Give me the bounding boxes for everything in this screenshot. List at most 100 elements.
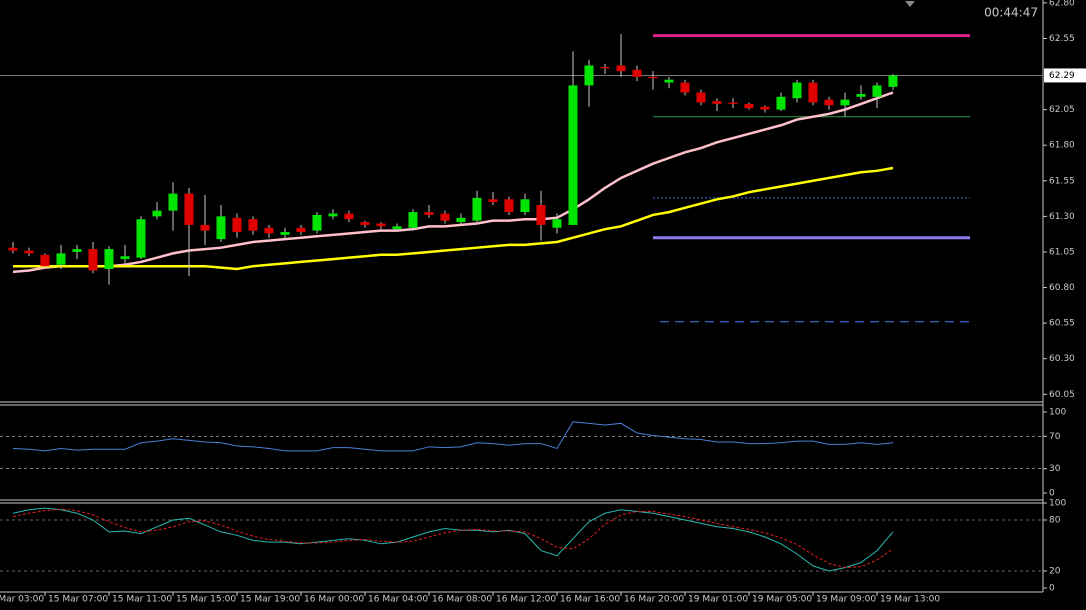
candle-body [344,213,354,220]
candle-body [200,224,210,231]
candle-body [504,199,514,213]
x-tick-label: 15 Mar 03:00 [0,595,44,605]
candle-body [632,69,642,77]
x-tick-label: 15 Mar 19:00 [240,595,300,605]
candle-body [328,213,338,217]
candle-body [40,254,50,267]
candle-body [520,199,530,213]
x-tick-label: 16 Mar 04:00 [368,595,428,605]
y-tick-label: 80 [1049,516,1061,526]
y-tick-label: 60.05 [1049,390,1075,400]
candle-body [792,82,802,99]
candle-body [568,85,578,225]
y-tick-label: 70 [1049,432,1061,442]
candle-body [728,102,738,104]
x-tick-label: 15 Mar 11:00 [112,595,172,605]
y-tick-label: 100 [1049,407,1066,417]
x-tick-label: 16 Mar 20:00 [624,595,684,605]
candle-body [648,76,658,79]
candle-body [488,199,498,203]
candle-body [808,82,818,103]
y-tick-label: 62.55 [1049,34,1075,44]
current-price-box [1044,68,1086,83]
candle-body [280,232,290,235]
candle-body [440,213,450,221]
y-tick-label: 0 [1049,489,1055,499]
moving-average [12,91,894,274]
x-tick-label: 19 Mar 09:00 [816,595,876,605]
y-tick-label: 60.55 [1049,319,1075,329]
y-tick-label: 62.80 [1049,0,1075,8]
y-tick-label: 0 [1049,584,1055,594]
x-tick-label: 19 Mar 01:00 [688,595,748,605]
candle-body [744,103,754,109]
candle-body [760,106,770,110]
candle-body [168,193,178,211]
candle-body [664,79,674,83]
moving-average [13,166,894,271]
x-tick-label: 16 Mar 16:00 [560,595,620,605]
indicator-line [12,421,894,452]
candle-body [56,253,66,265]
x-tick-label: 16 Mar 00:00 [304,595,364,605]
x-tick-label: 15 Mar 07:00 [48,595,108,605]
scroll-marker [905,1,915,7]
candle-body [776,96,786,110]
x-tick-label: 19 Mar 13:00 [880,595,940,605]
candle-body [264,227,274,234]
candle-body [216,216,226,240]
y-tick-label: 61.55 [1049,176,1075,186]
candle-body [696,92,706,103]
candle-body [136,219,146,258]
candle-body [840,99,850,106]
y-tick-label: 61.80 [1049,141,1075,151]
y-tick-label: 62.05 [1049,105,1075,115]
candle-body [248,219,258,231]
candle-body [360,222,370,225]
candle-body [8,247,18,251]
x-tick-label: 16 Mar 12:00 [496,595,556,605]
candle-body [600,66,610,69]
candle-body [120,256,130,260]
candle-body [408,212,418,228]
candle-body [616,65,626,72]
x-tick-label: 16 Mar 08:00 [432,595,492,605]
candle-body [312,214,322,231]
candle-body [24,250,34,254]
y-tick-label: 20 [1049,567,1061,577]
candle-body [152,210,162,217]
candle-body [712,101,722,104]
candle-body [296,227,306,233]
candle-body [456,217,466,223]
y-tick-label: 61.05 [1049,247,1075,257]
y-tick-label: 60.80 [1049,283,1075,293]
indicator-line [12,508,894,569]
current-price-label: 62.29 [1049,71,1075,81]
y-tick-label: 100 [1049,499,1066,509]
candle-body [552,219,562,228]
candle-body [88,249,98,271]
candle-body [680,82,690,93]
x-tick-label: 19 Mar 05:00 [752,595,812,605]
y-tick-label: 60.30 [1049,354,1075,364]
candle-body [424,212,434,215]
candle-body [872,85,882,97]
y-tick-label: 61.30 [1049,212,1075,222]
candle-body [392,226,402,230]
candle-body [376,223,386,227]
candle-body [184,193,194,225]
x-tick-label: 15 Mar 15:00 [176,595,236,605]
candle-body [536,204,546,225]
candle-body [104,249,114,270]
candle-body [824,99,834,106]
candle-body [232,217,242,233]
candle-body [72,249,82,252]
candle-body [584,65,594,86]
candle-body [856,93,866,97]
candle-body [888,75,898,87]
timer: 00:44:47 [984,6,1038,20]
indicator-line [12,507,894,572]
candle-body [472,197,482,221]
